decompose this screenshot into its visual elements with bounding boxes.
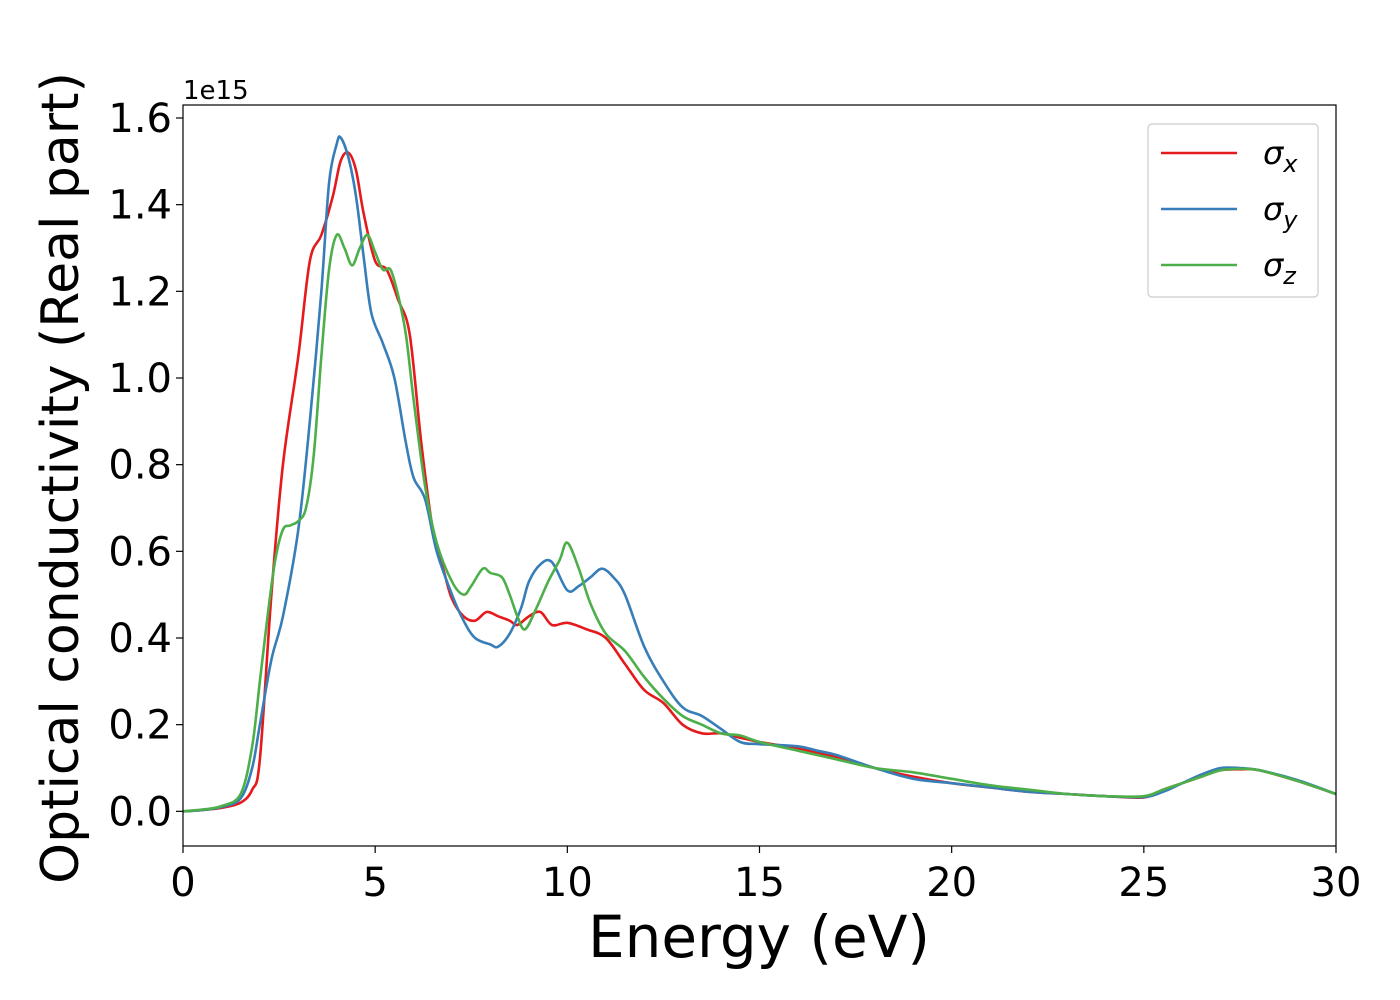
series-line-y bbox=[183, 135, 1336, 813]
x-axis-ticks: 0 5 10 15 20 25 30 bbox=[170, 846, 1361, 906]
y-tick-label: 0.4 bbox=[108, 616, 172, 662]
y-axis-label: Optical conductivity (Real part) bbox=[31, 72, 91, 884]
y-tick-label: 1.4 bbox=[108, 183, 172, 229]
y-tick-label: 0.0 bbox=[108, 789, 172, 835]
x-axis-label: Energy (eV) bbox=[588, 903, 930, 971]
x-tick-label: 5 bbox=[362, 860, 387, 906]
series-layer bbox=[183, 135, 1336, 813]
y-axis-ticks: 0.0 0.2 0.4 0.6 0.8 1.0 1.2 1.4 1.6 bbox=[108, 96, 183, 835]
y-tick-label: 0.8 bbox=[108, 443, 172, 489]
y-tick-label: 0.2 bbox=[108, 703, 172, 749]
legend-box bbox=[1147, 123, 1319, 298]
x-tick-label: 25 bbox=[1118, 860, 1169, 906]
x-tick-label: 30 bbox=[1311, 860, 1362, 906]
y-tick-label: 0.6 bbox=[108, 529, 172, 575]
x-tick-label: 20 bbox=[926, 860, 977, 906]
x-tick-label: 0 bbox=[170, 860, 195, 906]
y-axis-offset-text: 1e15 bbox=[183, 76, 249, 106]
y-tick-label: 1.6 bbox=[108, 96, 172, 142]
y-tick-label: 1.0 bbox=[108, 356, 172, 402]
y-tick-label: 1.2 bbox=[108, 269, 172, 315]
x-tick-label: 15 bbox=[734, 860, 785, 906]
series-line-z bbox=[183, 233, 1336, 813]
x-tick-label: 10 bbox=[542, 860, 593, 906]
